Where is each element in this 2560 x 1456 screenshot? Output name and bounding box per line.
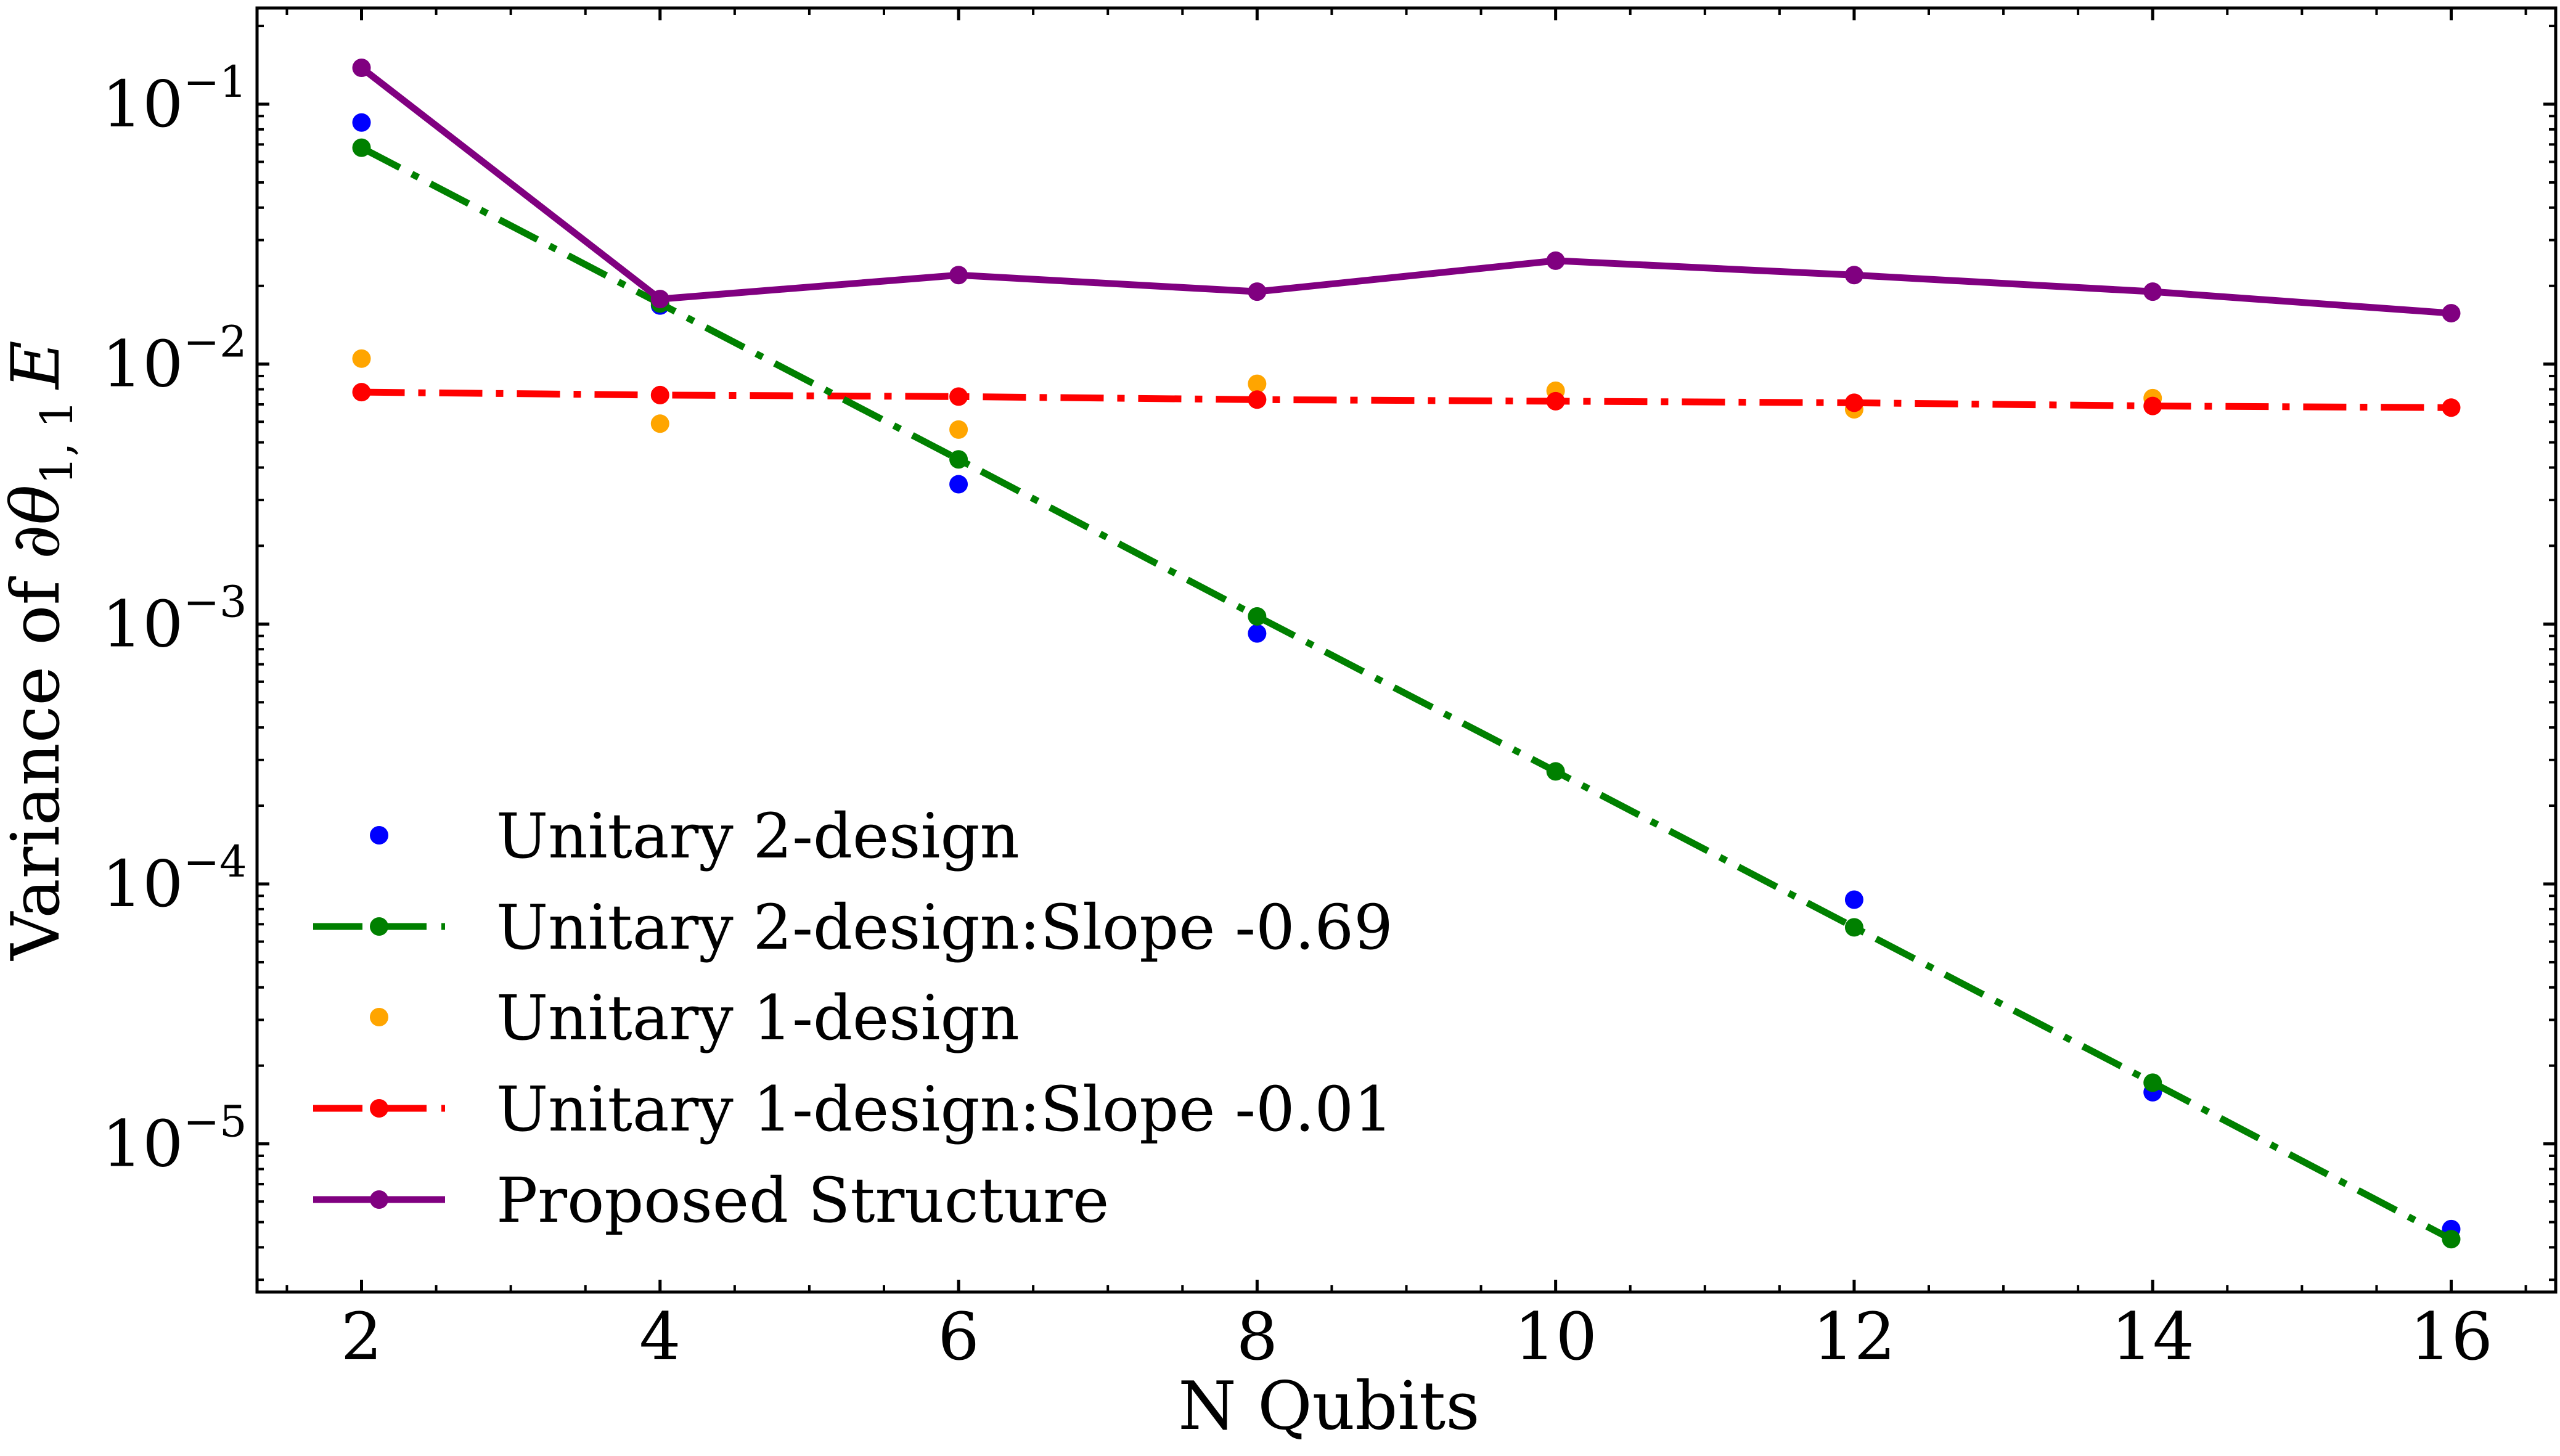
data-point bbox=[1546, 391, 1565, 411]
x-axis-title: N Qubits bbox=[1178, 1368, 1479, 1445]
series-4 bbox=[352, 59, 2461, 323]
data-point bbox=[2143, 282, 2162, 301]
legend-marker bbox=[370, 917, 388, 936]
data-point bbox=[1248, 390, 1267, 409]
y-axis-title-symbol: ∂θ bbox=[0, 485, 75, 559]
major-ticks bbox=[257, 8, 2556, 1292]
data-point bbox=[650, 414, 669, 433]
series-line bbox=[359, 144, 2453, 1243]
legend-entry: Unitary 2-design:Slope -0.69 bbox=[313, 891, 1393, 963]
data-point bbox=[1546, 251, 1565, 270]
y-axis-title-prefix: Variance of bbox=[0, 559, 75, 962]
series-3 bbox=[352, 383, 2461, 417]
data-point bbox=[352, 349, 371, 368]
y-tick-label: 10−3 bbox=[102, 576, 247, 661]
data-point bbox=[1844, 918, 1863, 937]
y-tick-label: 10−5 bbox=[102, 1097, 247, 1182]
data-point bbox=[1844, 890, 1863, 909]
x-tick-label: 12 bbox=[1812, 1299, 1895, 1375]
legend-label: Unitary 1-design bbox=[496, 982, 1020, 1054]
data-point bbox=[2143, 396, 2162, 415]
y-tick-label: 10−1 bbox=[102, 57, 247, 142]
legend-entry: Proposed Structure bbox=[313, 1164, 1109, 1237]
data-point bbox=[352, 138, 371, 157]
data-point bbox=[2442, 304, 2461, 323]
data-point bbox=[1248, 607, 1267, 626]
data-point bbox=[1844, 266, 1863, 285]
data-point bbox=[650, 290, 669, 309]
y-tick-base: 10 bbox=[102, 846, 183, 922]
y-tick-base: 10 bbox=[102, 1106, 183, 1182]
legend-entry: Unitary 1-design:Slope -0.01 bbox=[313, 1073, 1393, 1145]
data-point bbox=[1248, 374, 1267, 393]
legend-marker bbox=[370, 1099, 388, 1118]
minor-ticks bbox=[257, 8, 2556, 1292]
legend-marker bbox=[370, 826, 388, 845]
data-point bbox=[949, 420, 968, 439]
legend-entry: Unitary 2-design bbox=[370, 800, 1020, 872]
y-axis-title-subscript: 1, 1 bbox=[31, 400, 83, 485]
legend-marker bbox=[370, 1008, 388, 1026]
x-tick-label: 6 bbox=[938, 1299, 979, 1375]
x-tick-label: 10 bbox=[1514, 1299, 1597, 1375]
x-tick-labels: 2 4 6 8 10 12 14 16 bbox=[341, 1299, 2493, 1375]
legend-label: Unitary 1-design:Slope -0.01 bbox=[496, 1073, 1393, 1145]
y-tick-exponent: −5 bbox=[183, 1097, 247, 1147]
x-tick-label: 2 bbox=[341, 1299, 382, 1375]
legend: Unitary 2-design Unitary 2-design:Slope -… bbox=[313, 800, 1393, 1237]
legend-marker bbox=[370, 1190, 388, 1209]
data-point bbox=[1546, 762, 1565, 781]
data-point bbox=[949, 266, 968, 285]
y-tick-base: 10 bbox=[102, 586, 183, 661]
y-tick-labels: 10−110−210−310−410−5 bbox=[102, 57, 247, 1182]
data-point bbox=[949, 387, 968, 406]
y-tick-exponent: −2 bbox=[183, 317, 247, 367]
x-tick-label: 14 bbox=[2111, 1299, 2194, 1375]
y-tick-label: 10−2 bbox=[102, 317, 247, 402]
x-tick-label: 4 bbox=[639, 1299, 681, 1375]
data-point bbox=[352, 113, 371, 132]
data-point bbox=[650, 385, 669, 404]
series-layer bbox=[352, 59, 2461, 1249]
data-point bbox=[1248, 624, 1267, 643]
y-tick-exponent: −4 bbox=[183, 836, 247, 887]
x-tick-label: 8 bbox=[1237, 1299, 1278, 1375]
series-0 bbox=[352, 113, 2461, 1238]
data-point bbox=[949, 475, 968, 494]
data-point bbox=[352, 59, 371, 78]
legend-label: Proposed Structure bbox=[496, 1164, 1109, 1237]
series-line bbox=[361, 388, 2452, 411]
data-point bbox=[2442, 1230, 2461, 1249]
data-point bbox=[1248, 282, 1267, 301]
y-axis-title-suffix: E bbox=[0, 340, 75, 390]
data-point bbox=[2143, 1073, 2162, 1092]
legend-label: Unitary 2-design:Slope -0.69 bbox=[496, 891, 1393, 963]
series-line bbox=[359, 65, 2452, 317]
y-tick-base: 10 bbox=[102, 327, 183, 402]
data-point bbox=[1844, 393, 1863, 412]
y-tick-label: 10−4 bbox=[102, 836, 247, 922]
x-tick-label: 16 bbox=[2410, 1299, 2493, 1375]
data-point bbox=[2442, 398, 2461, 417]
y-tick-exponent: −3 bbox=[183, 576, 247, 627]
y-axis-title: Variance of ∂θ1, 1 E bbox=[0, 340, 83, 962]
legend-label: Unitary 2-design bbox=[496, 800, 1020, 872]
y-tick-exponent: −1 bbox=[183, 57, 247, 107]
data-point bbox=[352, 383, 371, 402]
y-tick-base: 10 bbox=[102, 67, 183, 142]
data-point bbox=[949, 450, 968, 469]
legend-entry: Unitary 1-design bbox=[370, 982, 1020, 1054]
